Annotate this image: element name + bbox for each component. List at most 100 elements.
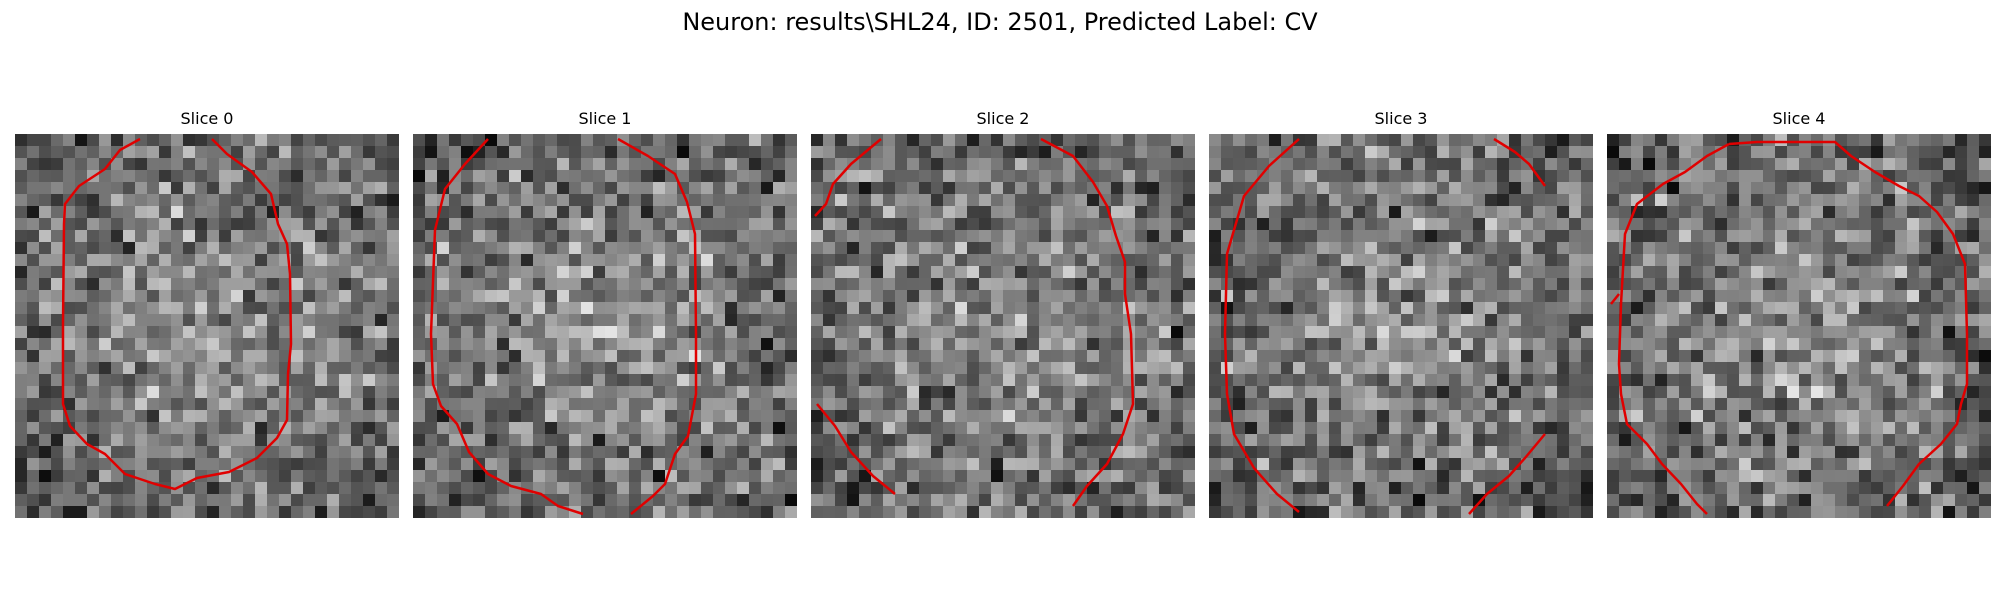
pixel xyxy=(1159,506,1172,518)
pixel xyxy=(545,134,558,147)
pixel xyxy=(339,458,352,471)
pixel xyxy=(617,434,630,447)
pixel xyxy=(1545,338,1558,351)
pixel xyxy=(713,146,726,159)
pixel xyxy=(1871,350,1884,363)
pixel xyxy=(485,350,498,363)
pixel xyxy=(1305,314,1318,327)
pixel xyxy=(713,410,726,423)
pixel xyxy=(811,470,824,483)
pixel xyxy=(1557,194,1570,207)
pixel xyxy=(1365,326,1378,339)
pixel xyxy=(1039,362,1052,375)
pixel xyxy=(967,410,980,423)
pixel xyxy=(1643,158,1656,171)
pixel xyxy=(135,446,148,459)
pixel xyxy=(303,398,316,411)
pixel xyxy=(665,350,678,363)
pixel xyxy=(605,494,618,507)
pixel xyxy=(1123,158,1136,171)
pixel xyxy=(267,314,280,327)
pixel xyxy=(135,158,148,171)
pixel xyxy=(761,422,774,435)
pixel xyxy=(75,362,88,375)
pixel xyxy=(1545,374,1558,387)
pixel xyxy=(461,338,474,351)
pixel xyxy=(725,314,738,327)
pixel xyxy=(835,278,848,291)
pixel xyxy=(1111,254,1124,267)
pixel xyxy=(1979,386,1991,399)
pixel xyxy=(1003,230,1016,243)
pixel xyxy=(1051,206,1064,219)
pixel xyxy=(617,242,630,255)
pixel xyxy=(835,458,848,471)
pixel xyxy=(1631,374,1644,387)
pixel xyxy=(1967,302,1980,315)
pixel xyxy=(111,242,124,255)
pixel xyxy=(1607,374,1620,387)
pixel xyxy=(1811,182,1824,195)
pixel xyxy=(1461,458,1474,471)
pixel xyxy=(1943,410,1956,423)
pixel xyxy=(1667,362,1680,375)
pixel xyxy=(1569,434,1582,447)
pixel xyxy=(1775,302,1788,315)
pixel xyxy=(955,206,968,219)
pixel xyxy=(87,362,100,375)
pixel xyxy=(1329,374,1342,387)
pixel xyxy=(1835,410,1848,423)
pixel xyxy=(1847,302,1860,315)
pixel xyxy=(1691,350,1704,363)
pixel xyxy=(195,206,208,219)
pixel xyxy=(1063,326,1076,339)
pixel xyxy=(1209,278,1222,291)
pixel xyxy=(1123,470,1136,483)
pixel xyxy=(847,278,860,291)
pixel xyxy=(689,506,702,518)
pixel xyxy=(279,146,292,159)
pixel xyxy=(581,218,594,231)
pixel xyxy=(1581,182,1593,195)
pixel xyxy=(569,314,582,327)
pixel xyxy=(1257,302,1270,315)
pixel xyxy=(413,266,426,279)
pixel xyxy=(823,230,836,243)
pixel xyxy=(63,206,76,219)
pixel xyxy=(991,206,1004,219)
pixel xyxy=(63,134,76,147)
pixel xyxy=(1389,494,1402,507)
pixel xyxy=(979,266,992,279)
pixel xyxy=(1799,254,1812,267)
pixel xyxy=(1317,398,1330,411)
pixel xyxy=(859,158,872,171)
pixel xyxy=(437,314,450,327)
pixel xyxy=(1715,194,1728,207)
pixel xyxy=(1823,302,1836,315)
pixel xyxy=(1221,290,1234,303)
pixel xyxy=(1281,302,1294,315)
pixel xyxy=(677,158,690,171)
pixel xyxy=(1063,482,1076,495)
pixel xyxy=(425,158,438,171)
pixel xyxy=(1437,146,1450,159)
pixel xyxy=(835,206,848,219)
pixel xyxy=(243,398,256,411)
pixel xyxy=(497,482,510,495)
pixel xyxy=(1135,158,1148,171)
pixel xyxy=(231,326,244,339)
pixel xyxy=(303,182,316,195)
pixel xyxy=(677,170,690,183)
pixel xyxy=(1883,446,1896,459)
pixel xyxy=(1353,386,1366,399)
pixel xyxy=(1557,470,1570,483)
pixel xyxy=(1123,218,1136,231)
pixel xyxy=(1485,206,1498,219)
pixel xyxy=(665,422,678,435)
pixel xyxy=(533,338,546,351)
pixel xyxy=(1305,218,1318,231)
pixel xyxy=(1931,146,1944,159)
pixel xyxy=(1581,158,1593,171)
pixel xyxy=(75,506,88,518)
pixel xyxy=(387,506,399,518)
